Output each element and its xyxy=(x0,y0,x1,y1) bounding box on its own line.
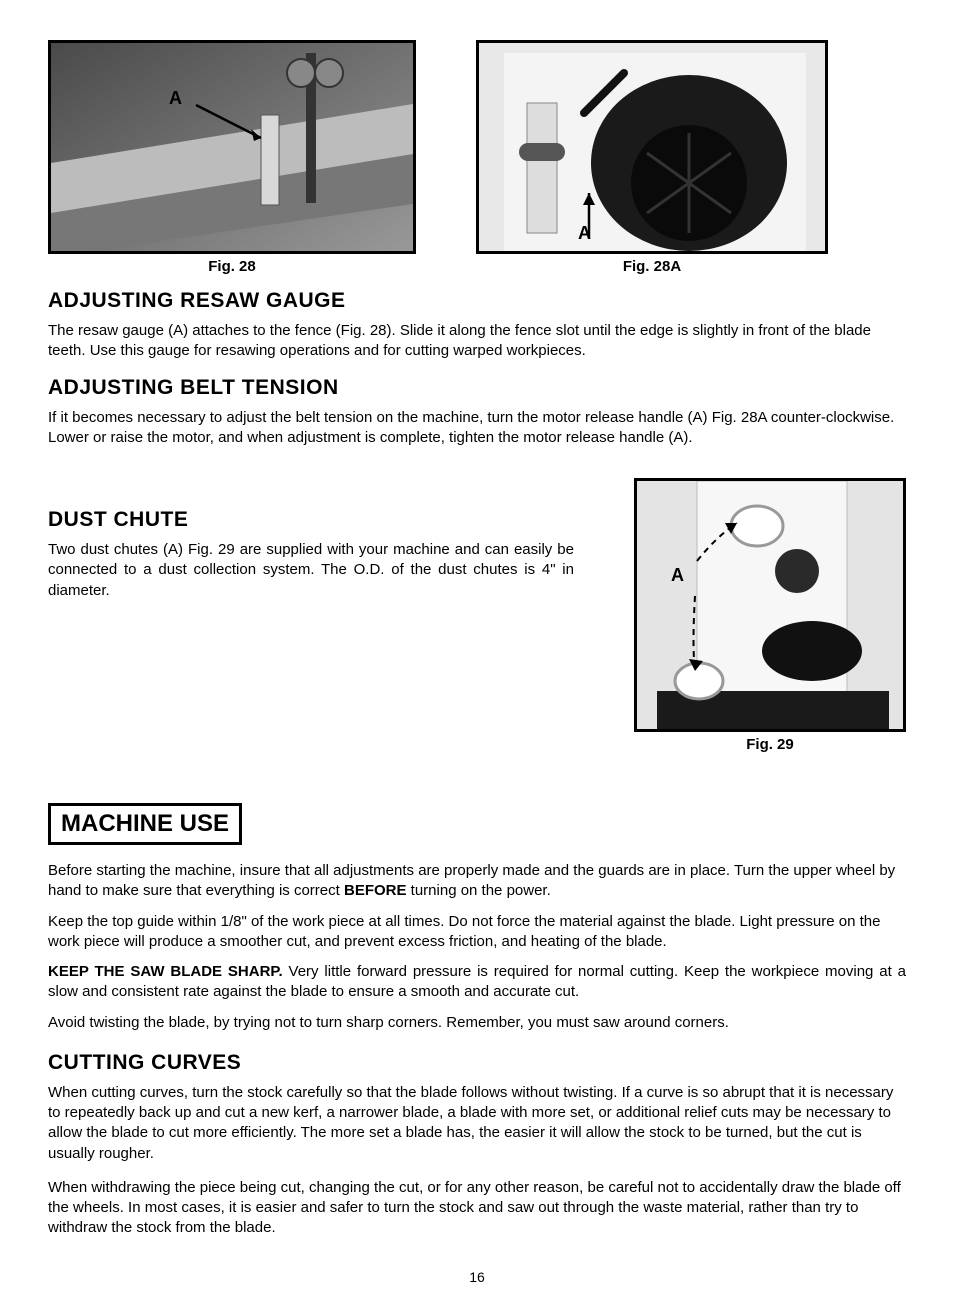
fig28-svg xyxy=(51,43,416,254)
curves-p1: When cutting curves, turn the stock care… xyxy=(48,1083,906,1164)
page-number: 16 xyxy=(48,1269,906,1285)
curves-p2: When withdrawing the piece being cut, ch… xyxy=(48,1178,906,1239)
machine-use-p1: Before starting the machine, insure that… xyxy=(48,861,906,902)
figures-row-top: A Fig. 28 A Fig. 2 xyxy=(48,40,906,275)
figure-28a-image: A xyxy=(476,40,828,254)
dust-heading: DUST CHUTE xyxy=(48,508,574,532)
fig29-label-a: A xyxy=(671,565,684,586)
curves-heading: CUTTING CURVES xyxy=(48,1051,906,1075)
resaw-body: The resaw gauge (A) attaches to the fenc… xyxy=(48,321,906,362)
machine-use-p2: Keep the top guide within 1/8" of the wo… xyxy=(48,912,906,953)
belt-heading: ADJUSTING BELT TENSION xyxy=(48,376,906,400)
figure-29-image: A xyxy=(634,478,906,732)
figure-28a-block: A Fig. 28A xyxy=(476,40,828,275)
fig28-caption: Fig. 28 xyxy=(208,258,256,275)
machine-use-p1b: turning on the power. xyxy=(407,882,551,899)
figure-28-image: A xyxy=(48,40,416,254)
dust-body: Two dust chutes (A) Fig. 29 are supplied… xyxy=(48,540,574,601)
fig28a-label-a: A xyxy=(578,223,591,244)
fig29-svg xyxy=(637,481,906,732)
fig28a-caption: Fig. 28A xyxy=(623,258,681,275)
machine-use-p1-bold: BEFORE xyxy=(344,882,407,899)
fig29-caption: Fig. 29 xyxy=(746,736,794,753)
machine-use-heading: MACHINE USE xyxy=(48,803,242,845)
dust-chute-row: DUST CHUTE Two dust chutes (A) Fig. 29 a… xyxy=(48,478,906,753)
belt-body: If it becomes necessary to adjust the be… xyxy=(48,408,906,449)
machine-use-p3-bold: KEEP THE SAW BLADE SHARP. xyxy=(48,963,283,980)
machine-use-p4: Avoid twisting the blade, by trying not … xyxy=(48,1013,906,1033)
fig28-label-a: A xyxy=(169,88,182,109)
figure-29-block: A Fig. 29 xyxy=(634,478,906,753)
dust-text-column: DUST CHUTE Two dust chutes (A) Fig. 29 a… xyxy=(48,478,574,611)
machine-use-p3: KEEP THE SAW BLADE SHARP. Very little fo… xyxy=(48,962,906,1003)
figure-28-block: A Fig. 28 xyxy=(48,40,416,275)
resaw-heading: ADJUSTING RESAW GAUGE xyxy=(48,289,906,313)
fig28a-svg xyxy=(479,43,828,254)
